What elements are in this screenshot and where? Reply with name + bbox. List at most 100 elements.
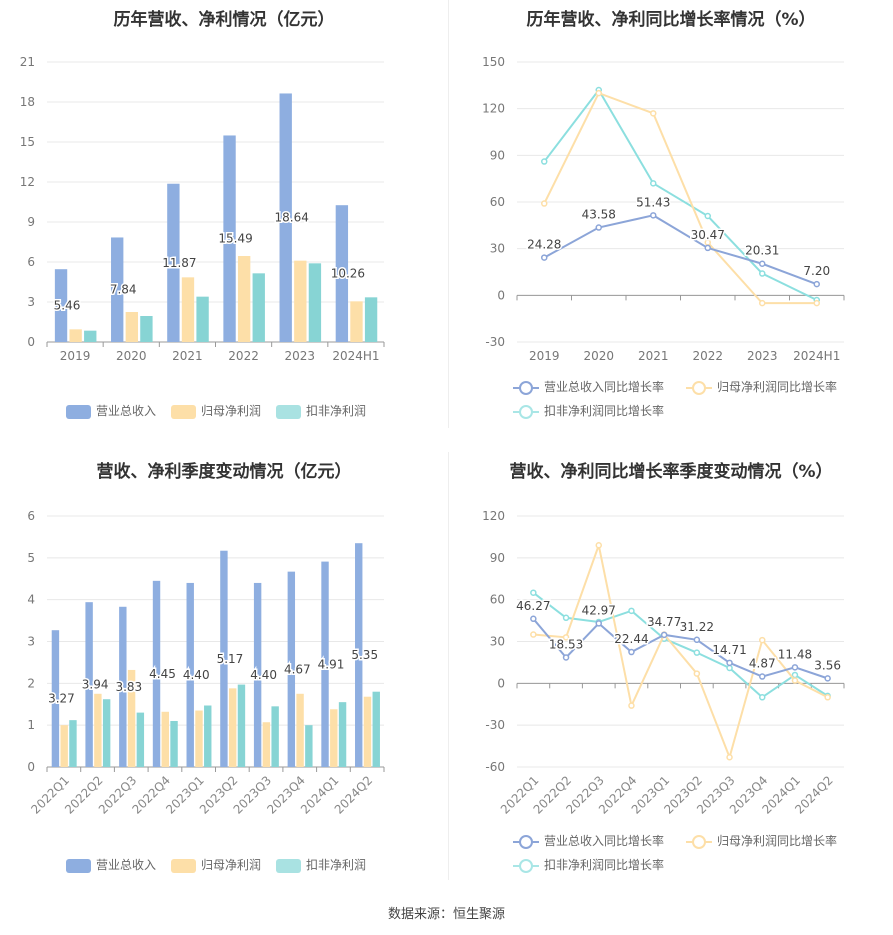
x-tick-label: 2022	[692, 349, 723, 363]
bar-revenue	[253, 582, 262, 767]
data-point	[530, 589, 537, 596]
x-tick-label: 2024Q2	[332, 773, 376, 817]
y-tick-label: 2	[27, 676, 35, 690]
legend-item-revenue-growth[interactable]: 营业总收入同比增长率	[513, 832, 664, 849]
data-label: 14.71	[712, 643, 746, 657]
data-label: 24.28	[527, 238, 561, 252]
data-point	[726, 664, 733, 672]
y-tick-label: 30	[490, 242, 505, 256]
data-label: 43.58	[582, 208, 616, 222]
data-point	[693, 636, 701, 644]
data-label: 46.27	[516, 599, 550, 613]
y-tick-label: 6	[27, 509, 35, 523]
data-label: 10.26	[331, 267, 365, 281]
panel-divider	[448, 0, 449, 428]
data-point	[759, 694, 766, 701]
data-point	[759, 636, 766, 644]
data-point	[595, 620, 602, 627]
legend-item-revenue-growth[interactable]: 营业总收入同比增长率	[513, 378, 664, 395]
bar-deducted-profit	[69, 720, 77, 767]
y-tick-label: -30	[485, 718, 505, 732]
data-label: 31.22	[680, 620, 714, 634]
y-tick-label: 6	[27, 255, 35, 269]
data-point	[813, 280, 820, 288]
x-tick-label: 2021	[172, 349, 203, 363]
bar-deducted-profit	[271, 706, 279, 767]
legend-item-deducted-growth[interactable]: 扣非净利润同比增长率	[513, 402, 664, 419]
legend-item-net-growth[interactable]: 归母净利润同比增长率	[686, 378, 837, 395]
legend-label: 归母净利润	[201, 404, 262, 418]
bar-deducted-profit	[196, 296, 209, 342]
quarter-growth-panel: 营收、净利同比增长率季度变动情况（%） -60 -30 0 30 60 90 120 2022…	[449, 452, 893, 882]
bar-revenue	[54, 269, 68, 342]
panel-divider	[448, 452, 449, 880]
series-line	[533, 541, 829, 761]
legend-item-revenue[interactable]: 营业总收入	[66, 402, 156, 419]
bar-net-profit	[296, 693, 304, 767]
bar-deducted-profit	[252, 273, 265, 342]
y-tick-label: 60	[490, 195, 505, 209]
chart-title: 历年营收、净利同比增长率情况（%）	[526, 10, 816, 30]
x-tick-label: 2019	[529, 349, 560, 363]
bar-revenue	[152, 580, 161, 767]
chart-title: 历年营收、净利情况（亿元）	[113, 10, 335, 30]
bar-revenue	[223, 135, 236, 342]
bar-net-profit	[125, 312, 138, 342]
data-point	[595, 89, 602, 97]
data-point	[759, 299, 766, 307]
bar-net-profit	[228, 688, 237, 767]
legend-item-net-growth[interactable]: 归母净利润同比增长率	[686, 832, 837, 849]
data-label: 4.40	[183, 668, 210, 682]
bar-deducted-profit	[237, 684, 246, 767]
bar-revenue	[335, 205, 349, 342]
chart-title: 营收、净利同比增长率季度变动情况（%）	[509, 462, 833, 482]
data-point	[650, 180, 657, 187]
data-point	[628, 702, 635, 709]
data-label: 4.67	[284, 662, 311, 676]
y-tick-label: 5	[27, 551, 35, 565]
legend-item-deducted-profit[interactable]: 扣非净利润	[276, 402, 366, 419]
y-tick-label: 1	[27, 718, 35, 732]
bar-revenue	[111, 237, 124, 342]
bar-net-profit	[294, 260, 307, 342]
legend-label: 归母净利润	[201, 858, 262, 872]
data-point	[759, 270, 766, 277]
series-line	[532, 618, 828, 680]
legend-item-revenue[interactable]: 营业总收入	[66, 856, 156, 873]
data-label: 3.83	[115, 680, 142, 694]
data-point	[541, 254, 548, 261]
bar-net-profit	[69, 329, 82, 342]
x-tick-label: 2019	[60, 349, 91, 363]
legend: 营业总收入同比增长率 归母净利润同比增长率 扣非净利润同比增长率	[449, 378, 893, 428]
y-tick-label: 9	[27, 215, 35, 229]
legend-item-net-profit[interactable]: 归母净利润	[171, 856, 261, 873]
data-label: 51.43	[636, 195, 670, 209]
bar-revenue	[287, 571, 296, 767]
data-label: 3.94	[82, 678, 109, 692]
annual-bar-panel: 历年营收、净利情况（亿元） 0 3 6 9 12 15 18 21 2019 2020 2021 20…	[0, 0, 448, 430]
legend-item-deducted-profit[interactable]: 扣非净利润	[276, 856, 366, 873]
legend-label: 营业总收入	[96, 404, 157, 418]
y-tick-label: 0	[27, 335, 35, 349]
y-tick-label: 120	[482, 509, 505, 523]
quarter-bar-chart: 01234562022Q12022Q22022Q32022Q42023Q1202…	[27, 509, 385, 817]
bar-revenue	[85, 602, 93, 767]
bar-deducted-profit	[170, 720, 178, 767]
bar-net-profit	[363, 696, 372, 767]
data-label: 11.48	[778, 647, 812, 661]
x-tick-label: 2021	[638, 349, 669, 363]
bar-net-profit	[237, 256, 251, 342]
data-point	[530, 631, 537, 638]
bar-net-profit	[60, 725, 68, 767]
legend-item-net-profit[interactable]: 归母净利润	[171, 402, 261, 419]
x-tick-label: 2023	[747, 349, 778, 363]
bar-deducted-profit	[338, 702, 347, 767]
y-tick-label: 0	[497, 676, 505, 690]
legend-item-deducted-growth[interactable]: 扣非净利润同比增长率	[513, 856, 664, 873]
data-label: 4.40	[250, 668, 277, 682]
bar-revenue	[167, 183, 180, 342]
data-label: 3.56	[814, 658, 841, 672]
data-label: 18.53	[549, 637, 583, 651]
data-point	[541, 158, 548, 165]
legend-label: 营业总收入	[96, 858, 157, 872]
